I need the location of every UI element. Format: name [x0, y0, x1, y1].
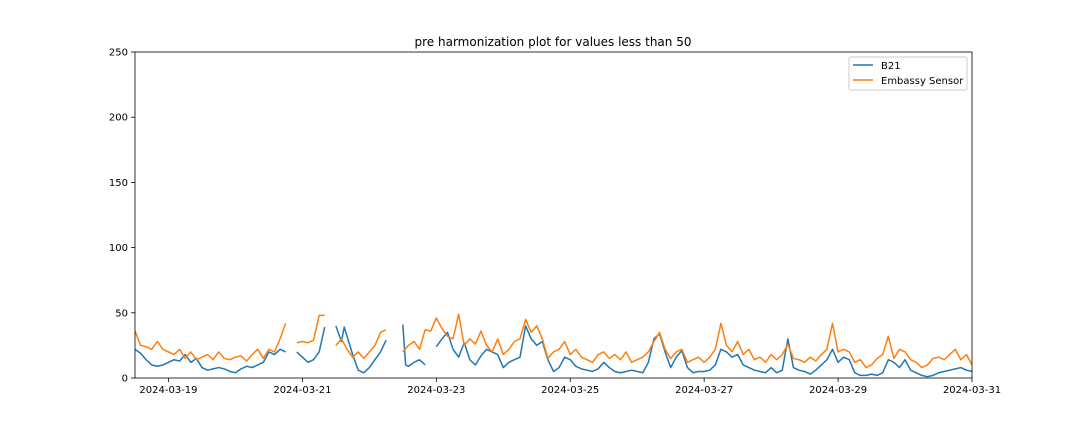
x-tick-label: 2024-03-27 [675, 385, 733, 396]
axes-frame [134, 51, 973, 379]
x-tick-label: 2024-03-29 [809, 385, 867, 396]
x-tick-label: 2024-03-23 [407, 385, 465, 396]
legend-label-embassy-sensor: Embassy Sensor [881, 76, 964, 87]
y-tick-label: 0 [122, 374, 128, 385]
y-tick-label: 50 [115, 308, 128, 319]
series-line-embassy-sensor [135, 313, 972, 369]
x-tick-label: 2024-03-19 [139, 385, 197, 396]
y-tick-label: 250 [109, 48, 128, 59]
legend: B21 Embassy Sensor [848, 56, 968, 91]
x-tick-label: 2024-03-31 [943, 385, 1001, 396]
x-tick-label: 2024-03-21 [273, 385, 331, 396]
legend-label-b21: B21 [881, 61, 901, 72]
legend-box [848, 56, 968, 91]
y-axis: 0 50 100 150 200 250 [109, 48, 135, 385]
series-line-b21 [135, 324, 972, 378]
x-axis: 2024-03-19 2024-03-21 2024-03-23 2024-03-25… [139, 378, 1001, 396]
plot-area [134, 51, 973, 379]
y-tick-label: 100 [109, 243, 128, 254]
x-tick-label: 2024-03-25 [541, 385, 599, 396]
y-tick-label: 200 [109, 113, 128, 124]
chart-title: pre harmonization plot for values less t… [415, 35, 692, 49]
y-tick-label: 150 [109, 178, 128, 189]
series-layer [135, 313, 972, 378]
